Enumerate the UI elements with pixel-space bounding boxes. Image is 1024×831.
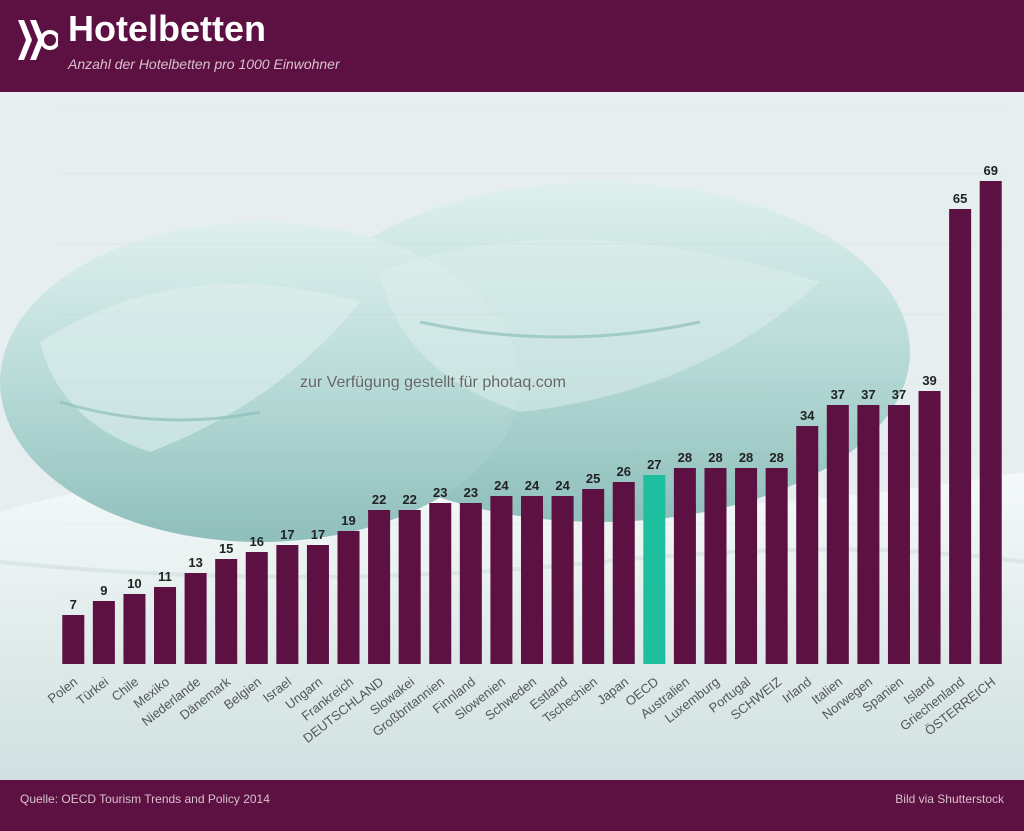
bar-value-label: 19 [341, 513, 355, 528]
bar-value-label: 24 [555, 478, 570, 493]
bar-value-label: 17 [311, 527, 325, 542]
bar [949, 209, 971, 664]
bar [123, 594, 145, 664]
bar [399, 510, 421, 664]
bar-value-label: 22 [402, 492, 416, 507]
bar-chart: 0102030405060708079101113151617171922222… [58, 104, 1006, 664]
bar-value-label: 22 [372, 492, 386, 507]
bar [185, 573, 207, 664]
chart-title: Hotelbetten [68, 8, 266, 50]
bar [857, 405, 879, 664]
bar [735, 468, 757, 664]
x-axis-label: Türkei [73, 674, 111, 708]
header: Hotelbetten Anzahl der Hotelbetten pro 1… [0, 0, 1024, 92]
bar [62, 615, 84, 664]
bar-value-label: 16 [250, 534, 264, 549]
bar-value-label: 39 [922, 373, 936, 388]
source-label: Quelle: OECD Tourism Trends and Policy 2… [20, 792, 270, 806]
bar-value-label: 13 [188, 555, 202, 570]
bar-value-label: 9 [100, 583, 107, 598]
bar-value-label: 37 [892, 387, 906, 402]
footer: Quelle: OECD Tourism Trends and Policy 2… [0, 780, 1024, 831]
bar [215, 559, 237, 664]
bar-value-label: 37 [861, 387, 875, 402]
image-credit: Bild via Shutterstock [895, 792, 1004, 806]
bar-value-label: 34 [800, 408, 815, 423]
bar-value-label: 10 [127, 576, 141, 591]
bar [307, 545, 329, 664]
bar-value-label: 27 [647, 457, 661, 472]
bar [582, 489, 604, 664]
x-axis-label: Japan [594, 674, 631, 708]
bar [796, 426, 818, 664]
bar [276, 545, 298, 664]
chart-area: 0102030405060708079101113151617171922222… [0, 92, 1024, 780]
x-axis-label: Irland [780, 674, 815, 706]
bar [368, 510, 390, 664]
bar-value-label: 7 [70, 597, 77, 612]
bar-value-label: 25 [586, 471, 600, 486]
bar [93, 601, 115, 664]
bar [919, 391, 941, 664]
bar-value-label: 15 [219, 541, 233, 556]
bar-value-label: 26 [617, 464, 631, 479]
bar-value-label: 17 [280, 527, 294, 542]
bar [613, 482, 635, 664]
bar [766, 468, 788, 664]
bar-value-label: 28 [708, 450, 722, 465]
bar [888, 405, 910, 664]
bar [980, 181, 1002, 664]
bar [429, 503, 451, 664]
bar-value-label: 37 [831, 387, 845, 402]
oecd-logo-icon [18, 18, 58, 62]
bar-value-label: 24 [525, 478, 540, 493]
bar-value-label: 24 [494, 478, 509, 493]
x-axis-labels: PolenTürkeiChileMexikoNiederlandeDänemar… [58, 668, 1006, 778]
bar [521, 496, 543, 664]
bar [490, 496, 512, 664]
chart-subtitle: Anzahl der Hotelbetten pro 1000 Einwohne… [68, 56, 340, 72]
bar-value-label: 28 [769, 450, 783, 465]
infographic-container: Hotelbetten Anzahl der Hotelbetten pro 1… [0, 0, 1024, 831]
bar [460, 503, 482, 664]
bar-value-label: 65 [953, 191, 967, 206]
bar [246, 552, 268, 664]
bar [643, 475, 665, 664]
bar-value-label: 28 [678, 450, 692, 465]
bar-value-label: 28 [739, 450, 753, 465]
bar-value-label: 23 [433, 485, 447, 500]
bar [154, 587, 176, 664]
bar [704, 468, 726, 664]
bar [552, 496, 574, 664]
bar [674, 468, 696, 664]
bar [338, 531, 360, 664]
bar-value-label: 11 [158, 569, 172, 584]
bar-value-label: 69 [983, 163, 997, 178]
bar [827, 405, 849, 664]
bar-value-label: 23 [464, 485, 478, 500]
